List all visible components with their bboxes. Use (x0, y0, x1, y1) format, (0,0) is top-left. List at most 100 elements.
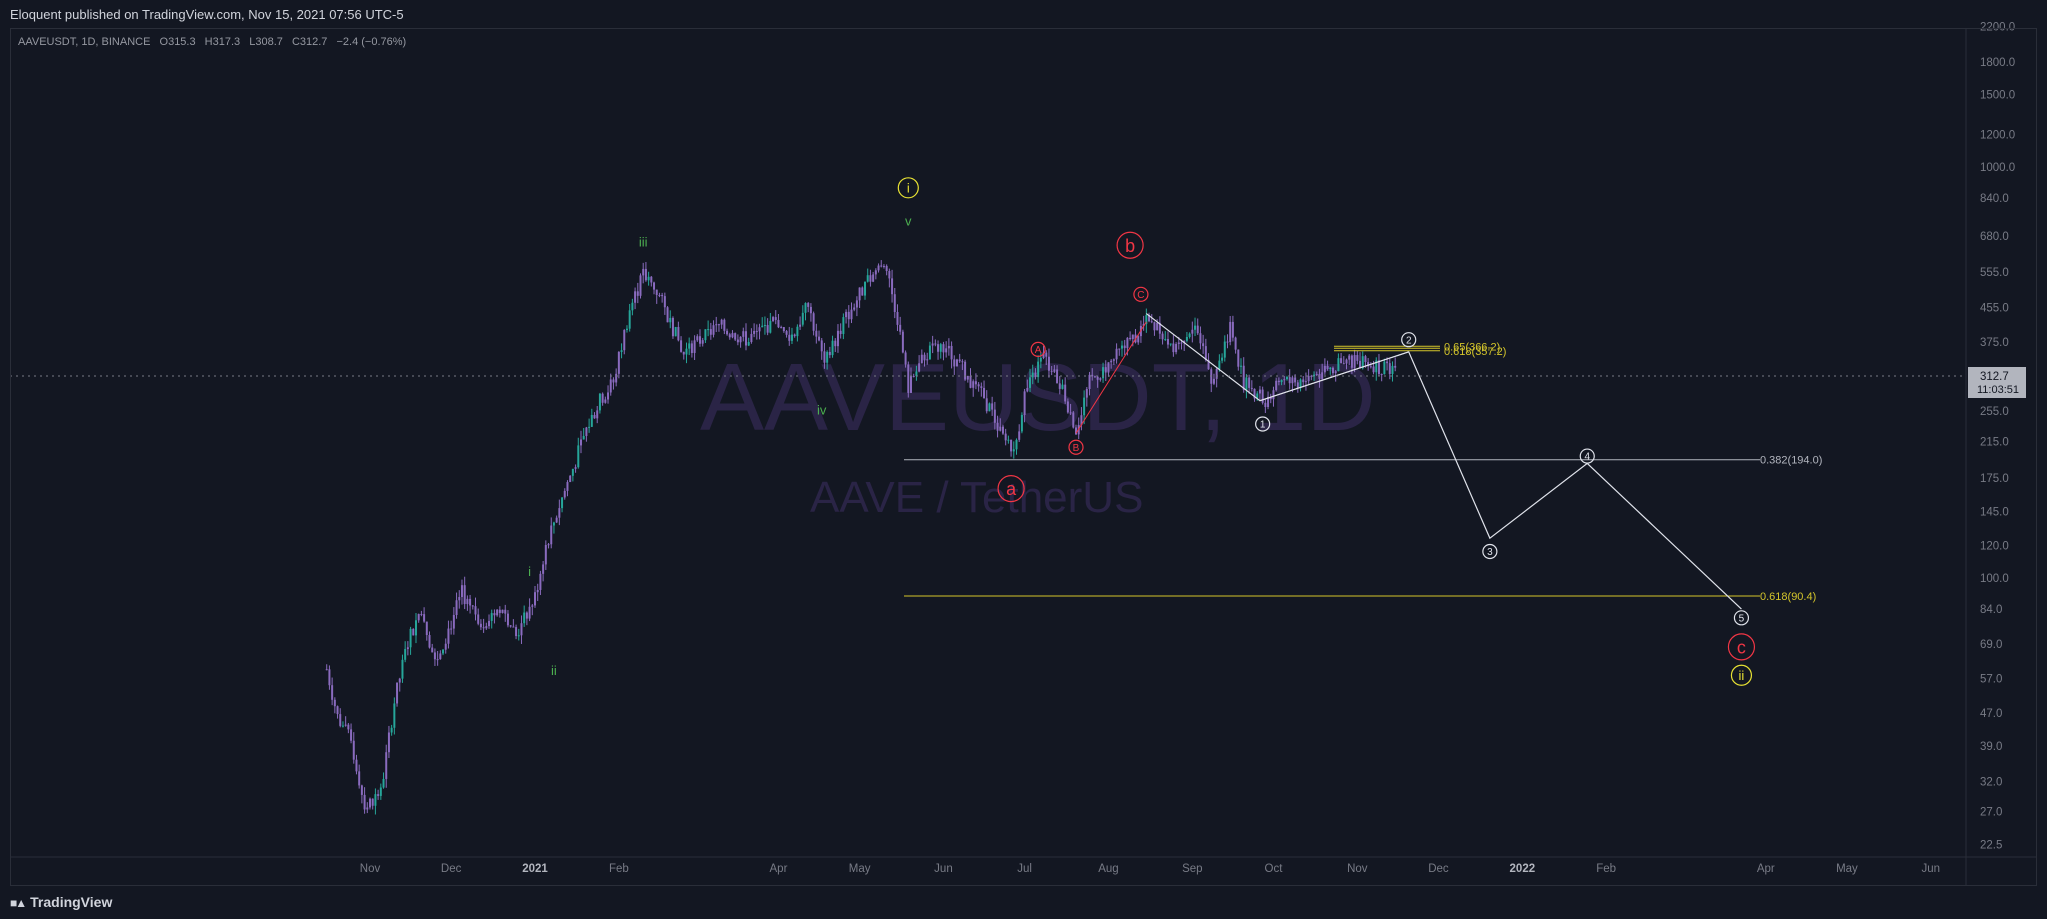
candle-body (1196, 325, 1199, 334)
wave-label-white-text: 1 (1260, 420, 1266, 431)
candle-body (339, 714, 342, 726)
price-tick-label: 1200.0 (1980, 129, 2015, 141)
candle-body (950, 345, 953, 360)
candle-body (845, 311, 848, 318)
candle-body (777, 319, 780, 328)
candle-body (623, 330, 626, 351)
candle-body (1229, 321, 1232, 343)
candle-body (1096, 376, 1099, 380)
wave-label-red-major-text: b (1125, 236, 1135, 256)
candle-body (731, 333, 734, 338)
candle-body (953, 359, 956, 367)
candle-body (1340, 358, 1343, 364)
wave-label-red-minor-text: A (1035, 345, 1042, 356)
time-tick-label: Apr (1757, 863, 1775, 875)
candle-body (1010, 439, 1013, 452)
candle-body (928, 345, 931, 360)
chart-frame (10, 28, 2037, 886)
candle-body (812, 313, 815, 331)
candle-body (1391, 365, 1394, 374)
candle-body (401, 659, 404, 679)
candle-body (1150, 321, 1153, 323)
candle-body (561, 497, 564, 509)
candle-body (1323, 365, 1326, 373)
candle-body (1088, 374, 1091, 389)
candle-body (834, 340, 837, 347)
fib-level-label: 0.618(357.2) (1444, 346, 1506, 358)
candle-body (993, 409, 996, 423)
candle-body (1383, 361, 1386, 375)
candle-body (604, 399, 607, 403)
time-tick-label: May (849, 863, 871, 875)
candle-body (371, 798, 374, 806)
candle-body (715, 324, 718, 326)
candle-body (823, 351, 826, 363)
candle-body (744, 331, 747, 346)
candle-body (1023, 391, 1026, 415)
candle-body (1015, 439, 1018, 450)
candle-body (945, 348, 948, 353)
candle-body (398, 678, 401, 683)
candle-body (1091, 374, 1094, 377)
candle-body (1110, 360, 1113, 363)
candle-body (577, 445, 580, 468)
candle-body (634, 291, 637, 303)
candle-body (1313, 374, 1316, 377)
price-tick-label: 120.0 (1980, 540, 2009, 552)
candle-body (926, 359, 929, 361)
candle-body (782, 327, 785, 332)
price-tick-label: 175.0 (1980, 473, 2009, 485)
candle-body (1199, 333, 1202, 344)
candle-body (366, 807, 369, 810)
candle-body (1237, 349, 1240, 367)
candle-body (1359, 360, 1362, 369)
candle-body (1326, 365, 1329, 369)
price-tick-label: 32.0 (1980, 776, 2002, 788)
candle-body (588, 426, 591, 428)
price-tick-label: 145.0 (1980, 507, 2009, 519)
candle-body (1304, 381, 1307, 383)
candle-body (1161, 333, 1164, 340)
candle-body (360, 785, 363, 795)
candle-body (1145, 315, 1148, 324)
candle-body (428, 635, 431, 648)
candle-body (882, 265, 885, 267)
candle-body (1099, 378, 1102, 380)
tradingview-logo[interactable]: ■▲ TradingView (10, 894, 112, 910)
wave-label-yellow (1730, 664, 1753, 686)
candle-body (699, 336, 702, 344)
time-tick-label: Nov (1347, 863, 1368, 875)
candle-body (1234, 337, 1237, 350)
candle-body (1158, 322, 1161, 334)
time-tick-label: Jul (1017, 863, 1032, 875)
candle-body (874, 270, 877, 275)
candle-body (1394, 365, 1397, 368)
candle-body (988, 403, 991, 412)
candle-body (1258, 389, 1261, 394)
candle-body (1194, 325, 1197, 330)
time-axis[interactable]: Nov Dec 2021 Feb Apr May Jun Jul Aug Sep Oct Nov Dec… (360, 863, 1940, 875)
candle-body (1026, 387, 1029, 392)
candle-body (450, 628, 453, 630)
candle-body (547, 544, 550, 546)
candle-body (501, 609, 504, 613)
candle-body (469, 598, 472, 606)
candle-body (1177, 342, 1180, 345)
candle-body (1215, 368, 1218, 379)
time-tick-label: 2021 (522, 863, 548, 875)
candle-body (907, 364, 910, 393)
candle-body (531, 605, 534, 607)
wave-label-red-major (997, 475, 1025, 503)
candle-body (485, 626, 488, 629)
candle-body (631, 302, 634, 311)
candle-body (888, 271, 891, 279)
candle-body (1331, 367, 1334, 374)
wave-label-white-text: 3 (1487, 547, 1493, 558)
candle-body (636, 291, 639, 296)
candle-body (1053, 369, 1056, 372)
candle-body (747, 342, 750, 346)
candle-body (509, 625, 512, 627)
price-series (325, 260, 1397, 815)
wave-label-white (1733, 610, 1750, 626)
